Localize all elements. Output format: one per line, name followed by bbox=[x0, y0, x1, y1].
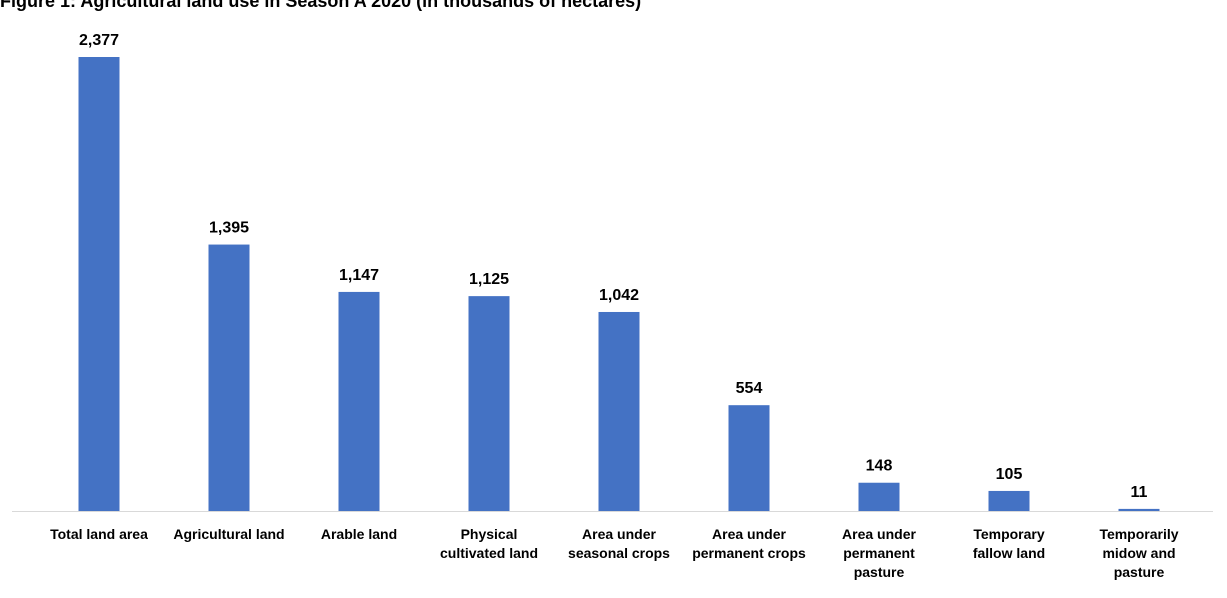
bar-4 bbox=[598, 311, 640, 511]
data-label-7: 105 bbox=[996, 466, 1023, 483]
category-label-2: Arable land bbox=[321, 526, 397, 542]
value-labels-group: 2,377 1,395 1,147 1,125 1,042 554 148 105 11 bbox=[79, 32, 1148, 501]
data-label-4: 1,042 bbox=[599, 287, 639, 304]
category-label-3: Physical cultivated land bbox=[440, 526, 538, 561]
category-labels-group: Total land area Agricultural land Arable l… bbox=[50, 526, 1179, 580]
chart-title: Figure 1: Agricultural land use in Seaso… bbox=[0, 0, 642, 11]
data-label-8: 11 bbox=[1131, 484, 1148, 501]
category-label-0: Total land area bbox=[50, 526, 148, 542]
category-label-5: Area under permanent crops bbox=[692, 526, 806, 561]
bar-3 bbox=[468, 296, 510, 511]
data-label-2: 1,147 bbox=[339, 267, 379, 284]
category-label-4: Area under seasonal crops bbox=[568, 526, 670, 561]
data-label-5: 554 bbox=[736, 380, 763, 397]
bar-7 bbox=[988, 490, 1030, 511]
category-label-6: Area under permanent pasture bbox=[842, 526, 916, 580]
data-label-3: 1,125 bbox=[469, 271, 509, 288]
bar-1 bbox=[208, 244, 250, 511]
bar-2 bbox=[338, 291, 380, 511]
bar-6 bbox=[858, 482, 900, 511]
data-label-1: 1,395 bbox=[209, 220, 249, 237]
bar-5 bbox=[728, 405, 770, 511]
data-label-0: 2,377 bbox=[79, 32, 119, 49]
category-label-7: Temporary fallow land bbox=[973, 526, 1045, 561]
bar-8 bbox=[1118, 508, 1160, 511]
category-label-8: Temporarily midow and pasture bbox=[1099, 526, 1178, 580]
bars-group bbox=[78, 57, 1160, 511]
bar-0 bbox=[78, 57, 120, 511]
data-label-6: 148 bbox=[866, 458, 893, 475]
category-label-1: Agricultural land bbox=[173, 526, 284, 542]
